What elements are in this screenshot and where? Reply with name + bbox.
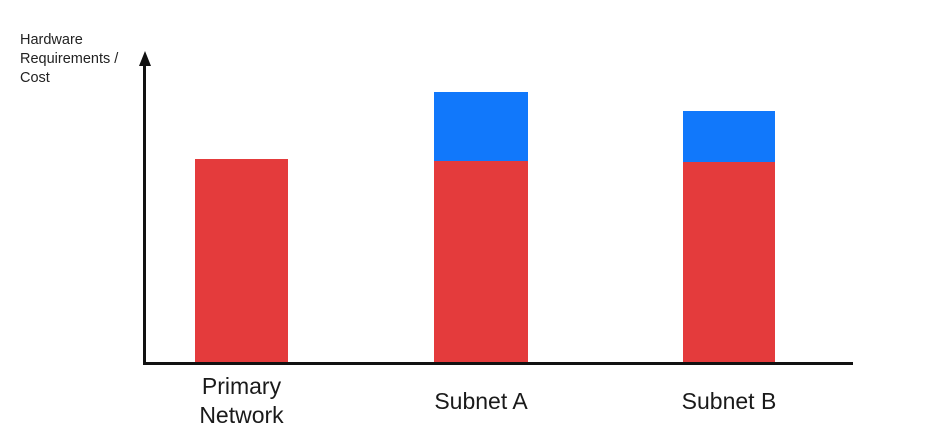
bar-subnet-a-red-series <box>434 161 528 362</box>
bar-subnet-a-blue-series <box>434 92 528 161</box>
bar-primary-network-red-series <box>195 159 288 362</box>
bar-subnet-b-red-series <box>683 162 775 362</box>
x-label-primary-network: Primary Network <box>199 373 284 428</box>
x-label-subnet-a: Subnet A <box>434 387 528 414</box>
y-axis-label: Hardware Requirements / Cost <box>20 32 119 86</box>
x-axis-line <box>143 362 853 365</box>
x-label-subnet-b: Subnet B <box>681 387 777 414</box>
bar-subnet-b-blue-series <box>683 111 775 162</box>
y-axis-arrowhead-icon <box>138 51 151 66</box>
y-axis-line <box>143 60 146 365</box>
